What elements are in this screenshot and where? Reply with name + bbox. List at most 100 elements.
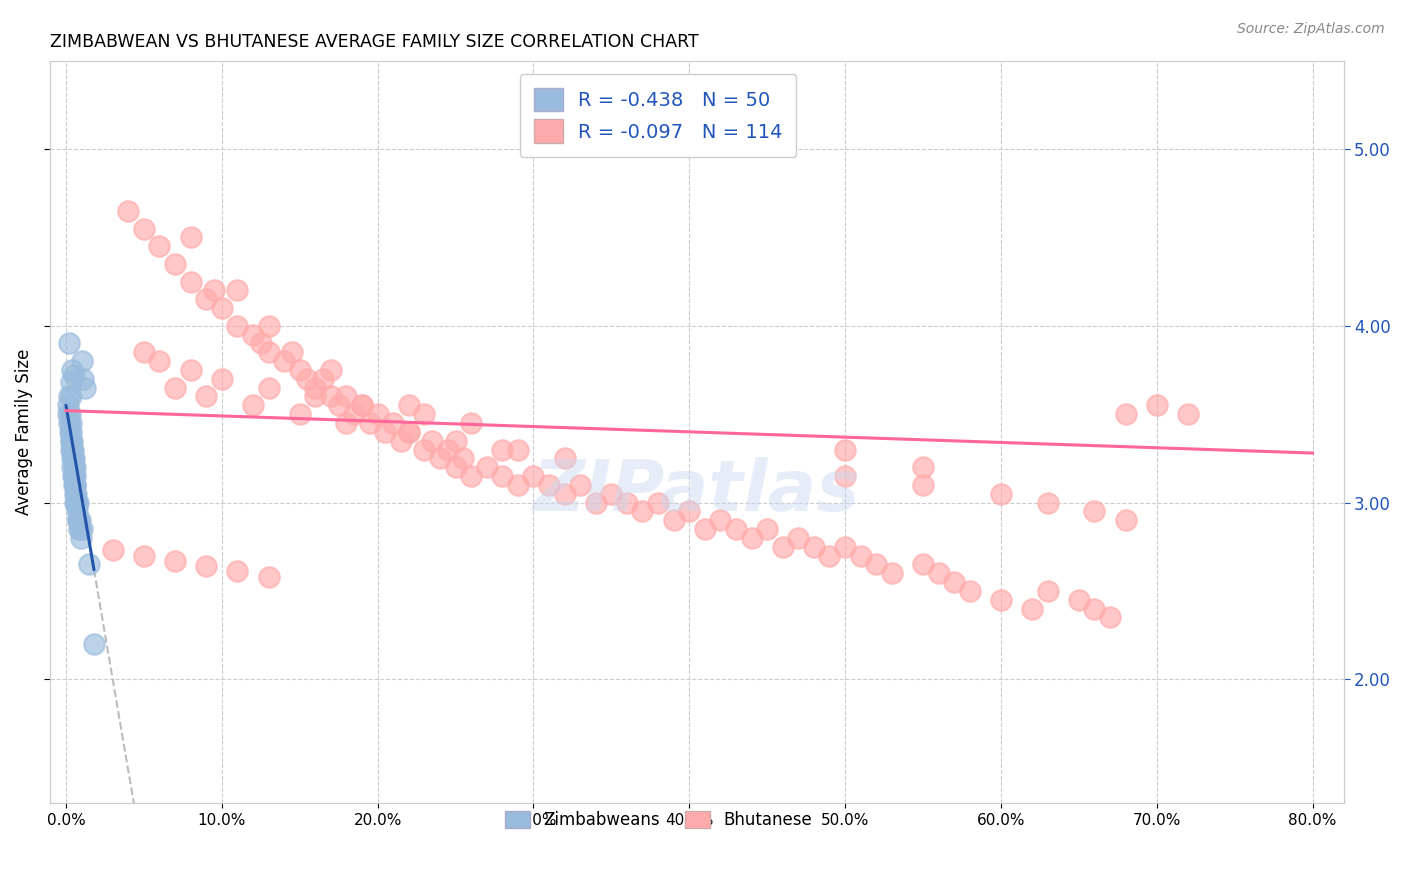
- Point: [211, 372, 233, 386]
- Point: [849, 549, 872, 563]
- Point: [148, 354, 170, 368]
- Point: [374, 425, 396, 439]
- Point: [281, 345, 304, 359]
- Point: [226, 565, 249, 579]
- Point: [59, 442, 82, 457]
- Point: [460, 469, 482, 483]
- Point: [226, 284, 249, 298]
- Point: [69, 531, 91, 545]
- Point: [709, 513, 731, 527]
- Point: [506, 442, 529, 457]
- Point: [724, 522, 747, 536]
- Point: [1036, 583, 1059, 598]
- Point: [990, 486, 1012, 500]
- Point: [65, 486, 87, 500]
- Point: [1146, 398, 1168, 412]
- Point: [242, 327, 264, 342]
- Point: [70, 354, 93, 368]
- Point: [249, 336, 271, 351]
- Point: [59, 376, 82, 390]
- Point: [257, 318, 280, 333]
- Point: [62, 442, 84, 457]
- Point: [1021, 601, 1043, 615]
- Point: [1098, 610, 1121, 624]
- Point: [242, 398, 264, 412]
- Point: [319, 363, 342, 377]
- Point: [1036, 495, 1059, 509]
- Point: [297, 372, 319, 386]
- Point: [62, 451, 84, 466]
- Point: [413, 407, 436, 421]
- Point: [101, 543, 124, 558]
- Point: [367, 407, 389, 421]
- Point: [180, 275, 202, 289]
- Point: [180, 230, 202, 244]
- Point: [62, 368, 84, 383]
- Point: [741, 531, 763, 545]
- Point: [413, 442, 436, 457]
- Point: [62, 478, 84, 492]
- Point: [522, 469, 544, 483]
- Point: [132, 221, 155, 235]
- Point: [58, 407, 80, 421]
- Point: [569, 478, 592, 492]
- Point: [60, 425, 83, 439]
- Point: [148, 239, 170, 253]
- Point: [943, 575, 966, 590]
- Point: [67, 522, 90, 536]
- Point: [506, 478, 529, 492]
- Point: [693, 522, 716, 536]
- Point: [304, 390, 326, 404]
- Point: [1115, 513, 1137, 527]
- Point: [195, 559, 218, 574]
- Point: [66, 495, 89, 509]
- Point: [491, 469, 513, 483]
- Point: [132, 549, 155, 563]
- Point: [58, 336, 80, 351]
- Point: [63, 478, 86, 492]
- Point: [398, 425, 420, 439]
- Point: [772, 540, 794, 554]
- Point: [818, 549, 841, 563]
- Point: [398, 398, 420, 412]
- Point: [65, 469, 87, 483]
- Point: [304, 381, 326, 395]
- Point: [787, 531, 810, 545]
- Point: [865, 558, 887, 572]
- Point: [56, 398, 79, 412]
- Point: [66, 504, 89, 518]
- Point: [60, 390, 83, 404]
- Point: [163, 257, 186, 271]
- Point: [444, 434, 467, 448]
- Text: Source: ZipAtlas.com: Source: ZipAtlas.com: [1237, 22, 1385, 37]
- Point: [60, 442, 83, 457]
- Point: [350, 398, 373, 412]
- Point: [616, 495, 638, 509]
- Point: [350, 398, 373, 412]
- Point: [67, 513, 90, 527]
- Point: [444, 460, 467, 475]
- Point: [389, 434, 412, 448]
- Point: [117, 203, 139, 218]
- Point: [319, 390, 342, 404]
- Point: [195, 390, 218, 404]
- Point: [834, 442, 856, 457]
- Point: [911, 558, 934, 572]
- Point: [226, 318, 249, 333]
- Point: [60, 451, 83, 466]
- Point: [537, 478, 560, 492]
- Point: [959, 583, 981, 598]
- Point: [453, 451, 475, 466]
- Point: [382, 416, 405, 430]
- Point: [257, 570, 280, 584]
- Point: [429, 451, 451, 466]
- Y-axis label: Average Family Size: Average Family Size: [15, 349, 32, 515]
- Point: [678, 504, 700, 518]
- Point: [58, 390, 80, 404]
- Point: [163, 381, 186, 395]
- Point: [585, 495, 607, 509]
- Point: [1067, 592, 1090, 607]
- Point: [880, 566, 903, 581]
- Point: [600, 486, 623, 500]
- Point: [62, 469, 84, 483]
